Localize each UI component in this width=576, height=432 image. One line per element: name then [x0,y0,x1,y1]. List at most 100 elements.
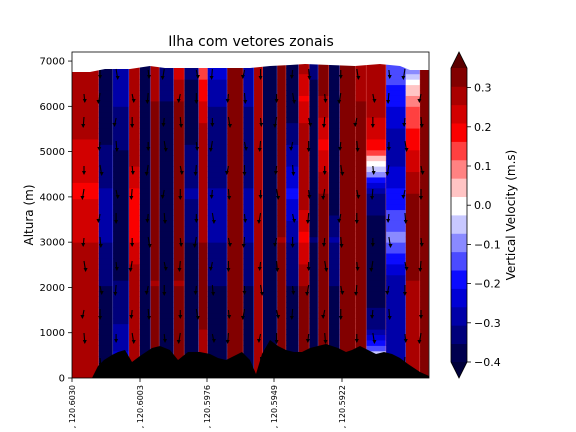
contour-cell [355,198,368,205]
contour-cell [139,274,152,281]
contour-cell [318,285,330,292]
contour-cell [366,301,387,308]
contour-cell [159,345,175,352]
contour-cell [386,329,407,336]
contour-cell [207,166,228,173]
contour-cell [227,274,244,281]
contour-cell [129,111,141,118]
contour-cell [184,339,200,346]
contour-cell [405,100,421,107]
contour-cell [420,149,429,156]
contour-cell [329,329,341,336]
contour-cell [159,339,175,346]
contour-cell [198,117,209,124]
contour-cell [298,301,310,308]
contour-cell [72,111,100,118]
wind-arrow-head [98,316,103,320]
contour-cell [355,312,368,319]
contour-cell [207,149,228,156]
contour-cell [318,198,330,205]
contour-cell [150,160,161,167]
contour-cell [263,73,278,80]
colorbar-level [451,141,467,161]
contour-cell [159,312,175,319]
contour-cell [386,269,407,276]
contour-cell [318,323,330,330]
contour-cell [113,171,130,178]
contour-cell [98,274,114,281]
contour-cell [405,274,421,281]
contour-cell [386,117,407,124]
contour-cell [254,350,264,357]
contour-cell [72,318,100,325]
contour-cell [72,79,100,86]
contour-cell [277,307,287,314]
colorbar-tick-label: 0.0 [474,199,492,212]
contour-cell [227,345,244,352]
contour-cell [150,296,161,303]
contour-cell [420,274,429,281]
contour-cell [113,318,130,325]
contour-cell [72,280,100,287]
contour-cell [339,220,357,227]
contour-cell [198,225,209,232]
contour-cell [386,100,407,107]
wind-arrow-head [323,99,328,103]
x-axis: , 120.6030, 120.6003, 120.5976, 120.5949… [68,378,347,428]
contour-cell [309,182,319,189]
contour-cell [309,225,319,232]
contour-cell [159,193,175,200]
contour-cell [198,95,209,102]
contour-cell [184,323,200,330]
contour-cell [329,73,341,80]
contour-cell [139,128,152,134]
contour-cell [173,220,186,227]
contour-cell [254,318,264,325]
wind-arrow-head [371,171,376,175]
contour-cell [129,220,141,227]
wind-arrow-head [242,291,247,295]
contour-cell [339,128,357,134]
contour-cell [98,171,114,178]
contour-cell [329,215,341,221]
contour-cell [243,79,255,86]
contour-cell [386,171,407,178]
contour-cell [139,193,152,200]
contour-cell [173,253,186,259]
contour-cell [420,128,429,134]
contour-cell [150,231,161,238]
contour-cell [72,187,100,194]
contour-cell [243,133,255,140]
wind-arrow-head [305,339,310,343]
contour-edge [262,52,264,378]
contour-cell [207,269,228,276]
contour-cell [405,345,421,352]
contour-cell [420,84,429,91]
contour-cell [129,160,141,167]
contour-cell [207,285,228,292]
contour-cell [263,95,278,102]
contour-cell [405,79,421,86]
contour-cell [286,155,300,162]
contour-cell [263,128,278,134]
contour-cell [329,62,341,69]
contour-cell [113,269,130,276]
contour-cell [355,155,368,162]
contour-cell [173,285,186,292]
contour-cell [173,111,186,118]
contour-cell [159,198,175,205]
contour-cell [329,285,341,292]
contour-cell [277,187,287,194]
contour-cell [98,301,114,308]
contour-cell [309,323,319,330]
contour-cell [263,155,278,162]
contour-cell [263,171,278,178]
contour-cell [254,84,264,91]
contour-cell [98,334,114,341]
contour-cell [207,171,228,178]
contour-cell [298,128,310,134]
contour-cell [329,225,341,232]
contour-cell [329,263,341,270]
contour-cell [113,307,130,314]
contour-cell [386,236,407,243]
